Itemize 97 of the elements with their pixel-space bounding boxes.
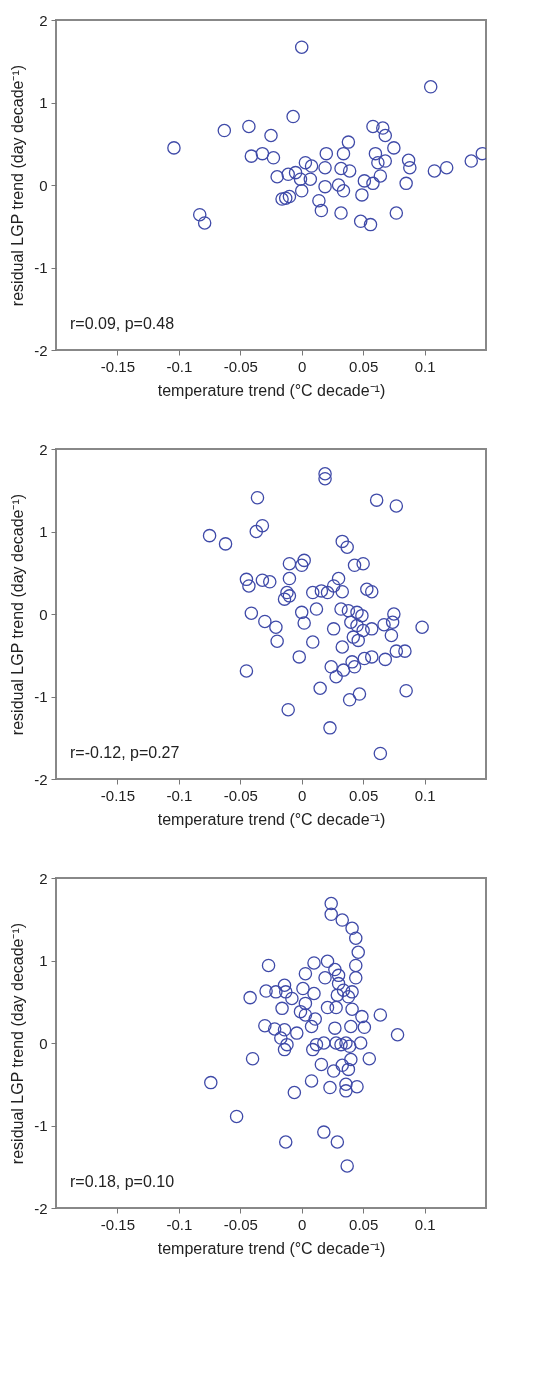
point xyxy=(281,167,295,182)
x-tick-label: 0.1 xyxy=(414,1215,436,1233)
y-tick-label: -2 xyxy=(34,1199,48,1217)
x-tick-label: 0 xyxy=(298,357,307,375)
x-tick-label: -0.1 xyxy=(166,357,193,375)
point xyxy=(371,155,385,170)
x-tick-label: 0 xyxy=(298,786,307,804)
x-tick-label: 0.1 xyxy=(414,786,436,804)
point xyxy=(255,146,270,161)
point xyxy=(244,149,259,163)
point xyxy=(319,146,334,161)
x-tick-label: -0.1 xyxy=(166,1215,193,1233)
point xyxy=(366,176,380,191)
y-tick-label: -1 xyxy=(34,259,48,276)
x-tick-label: -0.15 xyxy=(100,357,136,375)
point xyxy=(378,128,393,143)
y-axis-title: residual LGP trend (day decade⁻¹) xyxy=(9,493,27,736)
point xyxy=(389,206,404,220)
y-tick-label: 2 xyxy=(39,11,48,29)
point xyxy=(336,184,351,198)
y-axis-title: residual LGP trend (day decade⁻¹) xyxy=(9,64,27,307)
point xyxy=(318,160,332,175)
point xyxy=(167,141,181,155)
point xyxy=(334,206,348,220)
y-axis-title: residual LGP trend (day decade⁻¹) xyxy=(9,922,27,1165)
point xyxy=(401,153,416,168)
point xyxy=(368,146,383,161)
point xyxy=(288,165,303,180)
x-tick-label: 0 xyxy=(298,1215,307,1233)
x-axis-title: temperature trend (°C decade⁻¹) xyxy=(157,381,386,399)
point xyxy=(217,123,232,138)
x-axis-title: temperature trend (°C decade⁻¹) xyxy=(157,1239,386,1257)
x-tick-label: 0.05 xyxy=(349,1215,379,1233)
x-tick-label: -0.05 xyxy=(223,1215,258,1233)
point xyxy=(378,154,393,168)
point xyxy=(318,179,332,194)
point xyxy=(303,172,318,186)
point xyxy=(266,151,281,165)
annotation: r=0.09, p=0.48 xyxy=(70,315,175,332)
point xyxy=(366,119,380,134)
y-tick-label: 0 xyxy=(39,605,48,623)
point xyxy=(423,80,438,94)
x-tick-label: -0.05 xyxy=(223,357,258,375)
point xyxy=(403,160,417,175)
x-tick-label: 0.1 xyxy=(414,357,436,375)
point xyxy=(464,154,479,168)
x-tick-label: -0.1 xyxy=(166,786,193,804)
point xyxy=(376,121,390,135)
y-tick-label: 1 xyxy=(39,952,48,969)
point xyxy=(353,214,368,229)
x-tick-label: -0.15 xyxy=(100,786,136,804)
x-axis-title: temperature trend (°C decade⁻¹) xyxy=(157,810,386,828)
point xyxy=(314,203,329,218)
point xyxy=(192,207,207,222)
point xyxy=(270,169,284,184)
point xyxy=(294,40,309,54)
y-tick-label: 1 xyxy=(39,94,48,111)
point xyxy=(336,146,351,161)
point xyxy=(293,172,308,186)
y-tick-label: -1 xyxy=(34,1117,48,1134)
point xyxy=(387,141,401,155)
point xyxy=(312,193,326,208)
x-tick-label: 0.05 xyxy=(349,357,379,375)
point xyxy=(298,155,313,170)
x-tick-label: 0.05 xyxy=(349,786,379,804)
point xyxy=(341,135,356,149)
point xyxy=(439,160,454,175)
point xyxy=(334,161,348,176)
y-tick-label: 2 xyxy=(39,440,48,458)
y-tick-label: 0 xyxy=(39,1034,48,1052)
point xyxy=(373,169,388,183)
point xyxy=(342,164,357,178)
y-tick-label: -2 xyxy=(34,341,48,359)
point xyxy=(363,217,378,232)
point xyxy=(282,189,297,204)
point xyxy=(264,128,278,143)
point xyxy=(399,176,413,191)
annotation: r=0.18, p=0.10 xyxy=(70,1173,175,1190)
y-tick-label: 1 xyxy=(39,523,48,540)
point xyxy=(278,191,293,205)
point xyxy=(355,188,369,202)
point xyxy=(294,184,309,198)
point xyxy=(242,119,256,134)
point xyxy=(275,192,289,206)
point xyxy=(197,216,212,230)
point xyxy=(304,159,319,173)
y-tick-label: -2 xyxy=(34,770,48,788)
x-tick-label: -0.05 xyxy=(223,786,258,804)
y-tick-label: 2 xyxy=(39,869,48,887)
annotation: r=-0.12, p=0.27 xyxy=(70,744,180,761)
x-tick-label: -0.15 xyxy=(100,1215,136,1233)
point xyxy=(286,109,300,124)
point xyxy=(331,178,346,192)
y-tick-label: 0 xyxy=(39,176,48,194)
y-tick-label: -1 xyxy=(34,688,48,705)
point xyxy=(357,174,372,188)
point xyxy=(427,164,442,178)
